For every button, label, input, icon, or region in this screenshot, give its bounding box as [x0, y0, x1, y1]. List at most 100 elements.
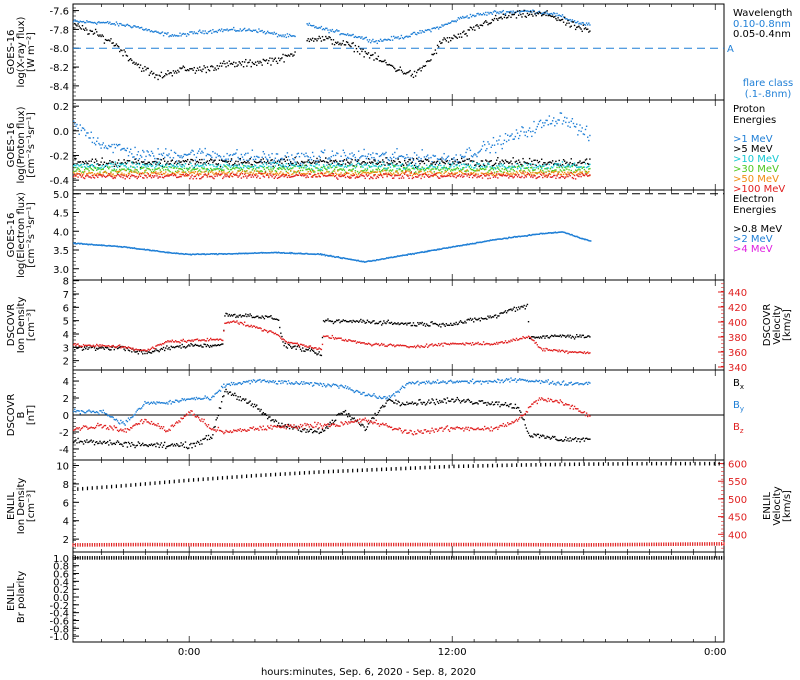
data-point	[448, 41, 449, 42]
data-point	[329, 165, 330, 166]
data-point	[466, 15, 467, 16]
data-point	[220, 63, 221, 64]
data-point	[331, 175, 332, 176]
data-point	[274, 178, 275, 179]
data-point	[100, 175, 101, 176]
data-point	[196, 70, 197, 71]
data-point	[316, 163, 317, 164]
data-point	[408, 165, 409, 166]
data-point	[232, 64, 233, 65]
data-point	[309, 23, 310, 24]
data-point	[565, 24, 566, 25]
data-point	[358, 173, 359, 174]
data-point	[418, 157, 419, 158]
data-point	[437, 45, 438, 46]
data-point	[565, 176, 566, 177]
data-point	[509, 171, 510, 172]
data-point	[169, 157, 170, 158]
data-point	[154, 350, 155, 351]
data-point	[325, 157, 326, 158]
data-point	[149, 75, 150, 76]
data-point	[325, 36, 326, 37]
data-point	[135, 176, 136, 177]
data-point	[145, 69, 146, 70]
data-point	[382, 159, 383, 160]
data-point	[546, 10, 547, 11]
data-point	[132, 163, 133, 164]
data-point	[112, 164, 113, 165]
data-point	[534, 160, 535, 161]
data-point	[224, 174, 225, 175]
data-point	[160, 349, 161, 350]
data-point	[369, 57, 370, 58]
data-point	[529, 127, 530, 128]
data-point	[242, 156, 243, 157]
data-point	[289, 168, 290, 169]
data-point	[127, 162, 128, 163]
data-point	[267, 63, 268, 64]
data-point	[184, 165, 185, 166]
data-point	[563, 120, 564, 121]
data-point	[571, 26, 572, 27]
data-point	[171, 167, 172, 168]
data-point	[477, 173, 478, 174]
y-tick-label: 0.0	[53, 127, 69, 138]
series-black	[73, 157, 591, 169]
data-point	[482, 25, 483, 26]
data-point	[416, 72, 417, 73]
data-point	[533, 11, 534, 12]
data-point	[482, 14, 483, 15]
data-point	[303, 167, 304, 168]
data-point	[552, 14, 553, 15]
data-point	[314, 162, 315, 163]
data-point	[582, 127, 583, 128]
data-point	[131, 351, 132, 352]
data-point	[550, 168, 551, 169]
data-point	[308, 156, 309, 157]
data-point	[346, 158, 347, 159]
data-point	[83, 128, 84, 129]
data-point	[132, 166, 133, 167]
data-point	[110, 349, 111, 350]
data-point	[219, 65, 220, 66]
data-point	[532, 177, 533, 178]
data-point	[542, 177, 543, 178]
data-point	[413, 158, 414, 159]
data-point	[179, 157, 180, 158]
data-point	[165, 171, 166, 172]
data-point	[167, 155, 168, 156]
data-point	[476, 24, 477, 25]
data-point	[218, 168, 219, 169]
data-point	[281, 36, 282, 37]
data-point	[370, 42, 371, 43]
data-point	[450, 170, 451, 171]
data-point	[279, 60, 280, 61]
data-point	[332, 151, 333, 152]
data-point	[342, 43, 343, 44]
data-point	[262, 162, 263, 163]
data-point	[253, 166, 254, 167]
data-point	[138, 151, 139, 152]
data-point	[160, 169, 161, 170]
data-point	[324, 254, 325, 255]
series-black	[73, 10, 591, 80]
data-point	[408, 178, 409, 179]
data-point	[507, 135, 508, 136]
data-point	[232, 171, 233, 172]
data-point	[293, 159, 294, 160]
data-point	[393, 172, 394, 173]
data-point	[140, 155, 141, 156]
data-point	[77, 128, 78, 129]
data-point	[267, 173, 268, 174]
data-point	[374, 52, 375, 53]
data-point	[333, 39, 334, 40]
data-point	[527, 167, 528, 168]
data-point	[300, 163, 301, 164]
data-point	[486, 14, 487, 15]
data-point	[556, 175, 557, 176]
data-point	[533, 167, 534, 168]
data-point	[108, 168, 109, 169]
data-point	[495, 163, 496, 164]
data-point	[281, 57, 282, 58]
data-point	[289, 55, 290, 56]
